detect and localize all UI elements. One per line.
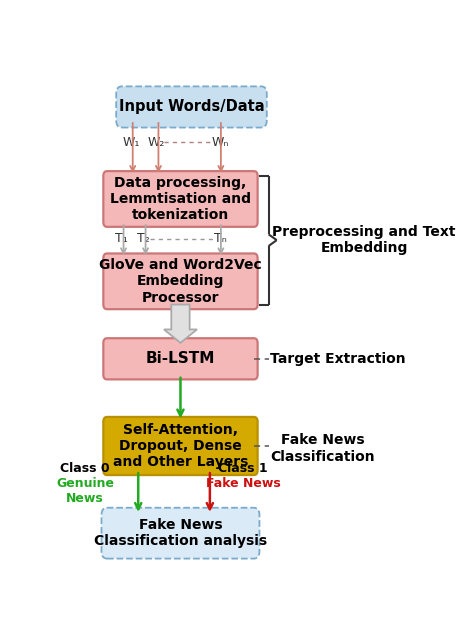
Text: W₂: W₂ [148,136,165,149]
Text: Self-Attention,
Dropout, Dense
and Other Layers: Self-Attention, Dropout, Dense and Other… [113,423,248,469]
Text: Wₙ: Wₙ [211,136,229,149]
FancyBboxPatch shape [116,86,267,128]
Text: Tₙ: Tₙ [214,232,227,245]
FancyBboxPatch shape [103,171,258,227]
Text: Data processing,
Lemmtisation and
tokenization: Data processing, Lemmtisation and tokeni… [110,175,251,222]
Text: Fake News
Classification: Fake News Classification [271,433,375,464]
Text: Fake News
Classification analysis: Fake News Classification analysis [94,518,267,548]
Text: GloVe and Word2Vec
Embedding
Processor: GloVe and Word2Vec Embedding Processor [99,258,262,304]
FancyBboxPatch shape [103,253,258,309]
Text: Class 0: Class 0 [60,462,110,475]
Text: Input Words/Data: Input Words/Data [118,99,264,114]
Text: Target Extraction: Target Extraction [271,352,406,366]
Text: Class 1: Class 1 [218,462,268,475]
Text: T₁: T₁ [115,232,128,245]
Polygon shape [164,304,197,343]
FancyBboxPatch shape [101,508,259,559]
Text: T₂: T₂ [137,232,149,245]
Text: Genuine
News: Genuine News [56,477,114,506]
FancyBboxPatch shape [103,338,258,379]
FancyBboxPatch shape [103,417,258,475]
Text: Fake News: Fake News [206,477,280,491]
Text: Preprocessing and Text
Embedding: Preprocessing and Text Embedding [272,225,456,255]
Text: Bi-LSTM: Bi-LSTM [146,352,215,366]
Text: W₁: W₁ [123,136,140,149]
